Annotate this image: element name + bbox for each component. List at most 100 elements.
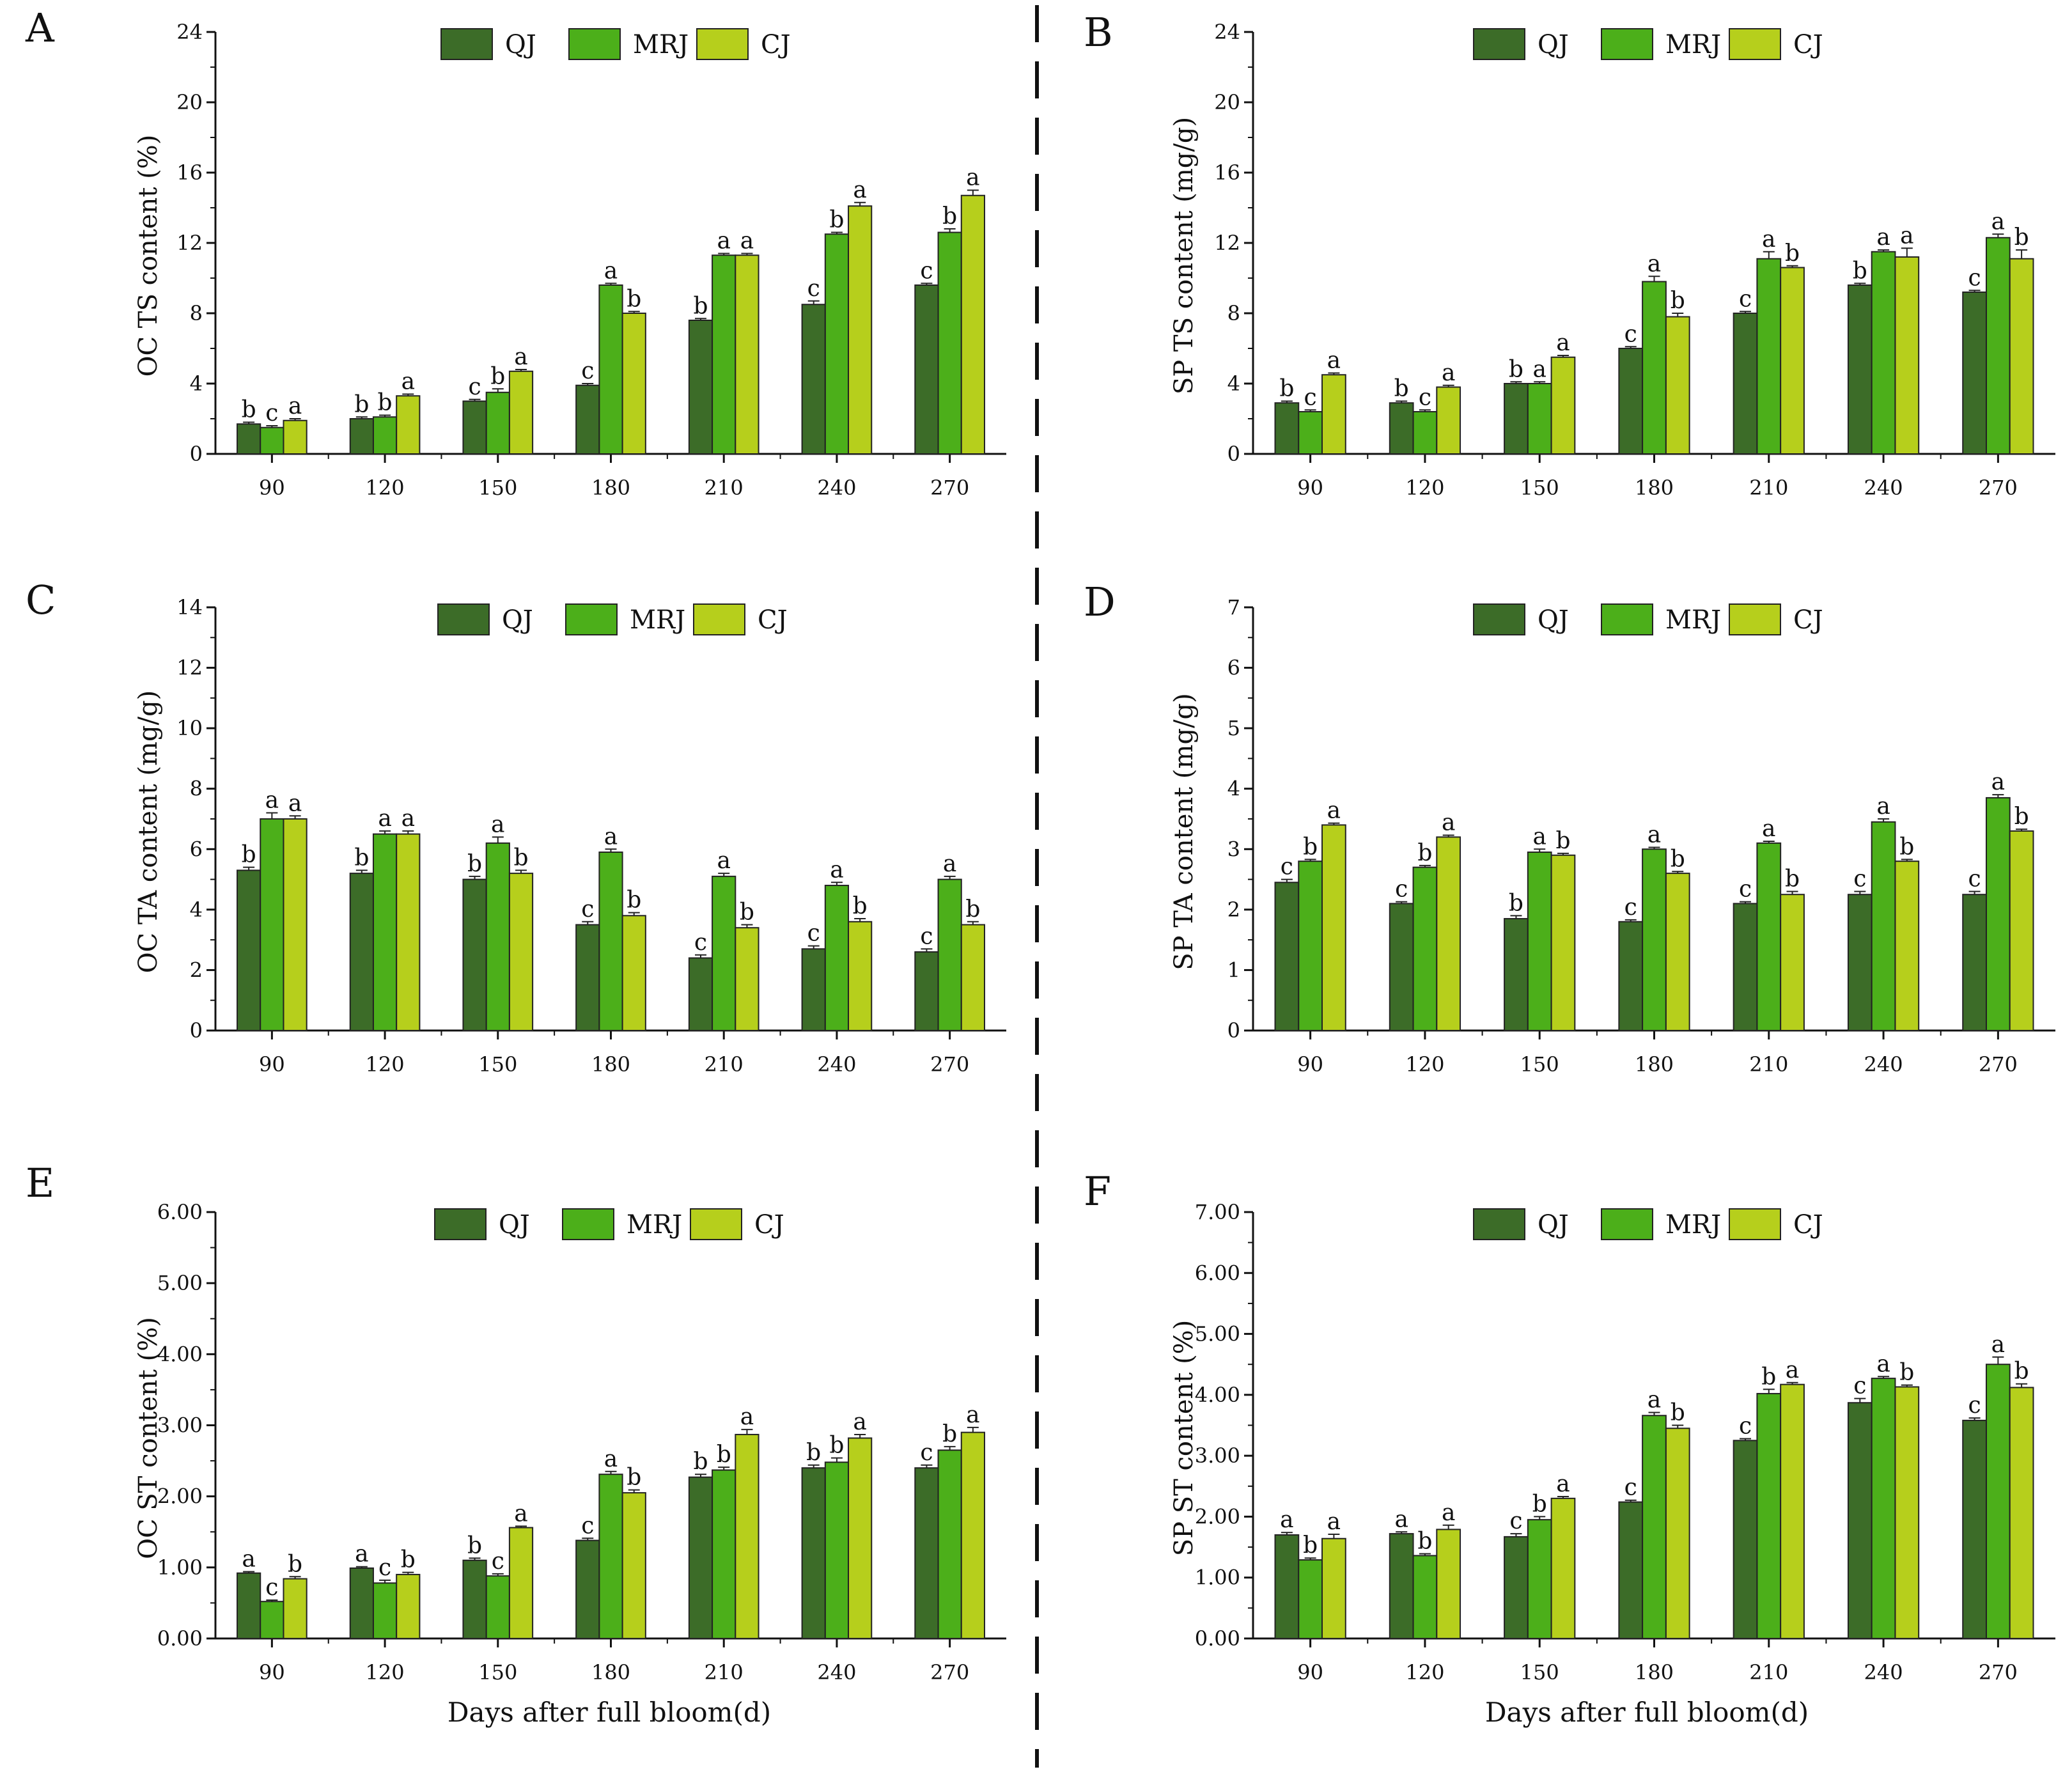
x-tick-label: 180 [591, 476, 630, 500]
bar-CJ-240 [848, 921, 873, 1032]
y-tick-label: 4 [1227, 777, 1240, 801]
x-tick-label: 120 [1405, 476, 1444, 500]
significance-letter: b [513, 844, 528, 871]
significance-letter: b [806, 1440, 821, 1466]
significance-letter: a [830, 857, 843, 883]
bar-MRJ-120 [1412, 411, 1438, 455]
bar-MRJ-120 [1412, 1555, 1438, 1639]
legend-swatch-CJ [1729, 603, 1781, 635]
y-tick-label: 24 [176, 20, 203, 44]
y-tick-label: 2.00 [1195, 1504, 1240, 1529]
significance-letter: b [1785, 240, 1800, 267]
significance-letter: a [288, 393, 302, 419]
bar-QJ-270 [1962, 292, 1987, 455]
significance-letter: b [354, 391, 369, 417]
significance-letter: b [1279, 376, 1294, 402]
significance-letter: b [627, 286, 641, 312]
significance-letter: a [717, 228, 730, 254]
legend-label-QJ: QJ [1538, 605, 1569, 635]
chart-panel-B: B 0 4 8 12 16 20 24 SP TS content (mg/g) 90 120 150… [1084, 9, 2055, 500]
y-tick-label: 8 [190, 301, 203, 325]
significance-letter: a [604, 1446, 618, 1472]
significance-letter: b [627, 887, 641, 914]
y-tick-label: 6.00 [1195, 1261, 1240, 1285]
x-tick-label: 150 [478, 1052, 517, 1077]
significance-letter: c [1624, 1475, 1637, 1501]
bar-CJ-150 [1550, 1497, 1576, 1639]
significance-letter: a [943, 851, 956, 877]
significance-letter: a [1327, 348, 1341, 374]
x-tick-label: 270 [930, 1660, 969, 1685]
significance-letter: b [1303, 1532, 1318, 1559]
y-tick-label: 2 [190, 958, 203, 982]
bar-MRJ-90 [260, 818, 284, 1031]
bar-MRJ-210 [1756, 842, 1782, 1032]
x-tick-label: 240 [1864, 1660, 1903, 1685]
significance-letter: c [265, 400, 278, 426]
bar-QJ-180 [575, 924, 600, 1031]
bar-QJ-270 [1962, 1419, 1987, 1640]
significance-letter: a [604, 258, 618, 284]
significance-letter: b [853, 893, 868, 919]
bar-MRJ-210 [712, 254, 736, 455]
significance-letter: b [1761, 1364, 1776, 1390]
x-tick-label: 90 [259, 1052, 285, 1077]
significance-letter: b [627, 1465, 641, 1491]
y-axis-title: SP TS content (mg/g) [1169, 117, 1199, 394]
x-axis-title-right: Days after full bloom(d) [1485, 1697, 1809, 1728]
bar-MRJ-180 [1642, 1415, 1667, 1640]
bar-MRJ-240 [1871, 1378, 1896, 1639]
significance-letter: b [1671, 1400, 1685, 1426]
significance-letter: c [1739, 1413, 1752, 1439]
significance-letter: c [807, 921, 820, 947]
bar-QJ-240 [1847, 894, 1873, 1031]
bar-CJ-180 [1665, 316, 1690, 455]
bar-MRJ-210 [1756, 258, 1782, 455]
bar-QJ-90 [237, 423, 261, 455]
panel-letter: E [26, 1160, 54, 1206]
bar-CJ-270 [2009, 830, 2034, 1032]
significance-letter: c [920, 258, 933, 284]
bar-QJ-120 [349, 873, 374, 1031]
y-tick-label: 14 [176, 595, 203, 619]
significance-letter: a [1394, 1506, 1408, 1532]
bar-MRJ-150 [1527, 852, 1552, 1031]
significance-letter: c [1624, 894, 1637, 921]
legend-swatch-QJ [1473, 28, 1525, 60]
bar-QJ-120 [1389, 903, 1414, 1032]
bar-QJ-210 [1733, 313, 1758, 455]
significance-letter: b [467, 851, 482, 877]
x-tick-label: 210 [705, 1660, 744, 1685]
significance-letter: a [966, 165, 979, 191]
bar-MRJ-150 [1527, 1519, 1552, 1640]
y-tick-label: 12 [1214, 231, 1240, 255]
significance-letter: a [853, 177, 866, 203]
legend-label-MRJ: MRJ [627, 1210, 682, 1240]
bar-MRJ-240 [824, 1461, 850, 1639]
bar-MRJ-270 [937, 878, 962, 1031]
y-tick-label: 5 [1227, 716, 1240, 740]
bar-QJ-180 [1618, 921, 1644, 1032]
legend-label-CJ: CJ [1793, 1210, 1823, 1240]
x-axis-title: Days after full bloom(d) [1485, 1697, 1809, 1728]
y-tick-label: 8 [190, 777, 203, 801]
bar-CJ-210 [735, 1433, 759, 1639]
significance-letter: b [378, 390, 393, 416]
bar-CJ-270 [960, 1431, 985, 1640]
panel-letter: A [25, 4, 55, 51]
legend-label-QJ: QJ [505, 30, 536, 59]
significance-letter: b [1532, 1491, 1547, 1517]
legend-swatch-MRJ [562, 1208, 614, 1240]
significance-letter: b [490, 363, 505, 389]
significance-letter: a [1327, 1509, 1341, 1535]
bar-QJ-90 [1274, 1534, 1300, 1640]
y-tick-label: 8 [1227, 301, 1240, 325]
bar-QJ-150 [462, 400, 487, 455]
bar-MRJ-240 [824, 885, 850, 1031]
bar-CJ-210 [1780, 1383, 1805, 1640]
legend-swatch-MRJ [568, 28, 621, 60]
significance-letter: a [1442, 360, 1455, 386]
bar-CJ-270 [2009, 258, 2034, 455]
significance-letter: c [1968, 265, 1981, 291]
bar-MRJ-120 [372, 1582, 398, 1640]
